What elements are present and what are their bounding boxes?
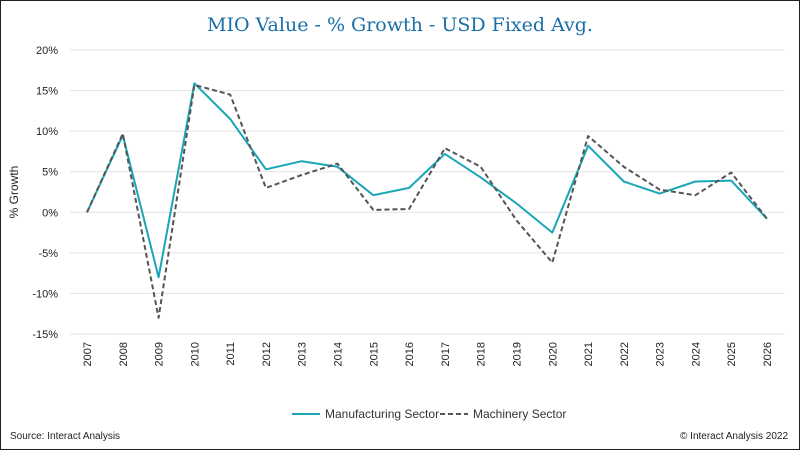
x-tick-label: 2010 [189, 342, 201, 366]
x-tick-label: 2016 [404, 342, 416, 366]
x-tick-label: 2020 [547, 342, 559, 366]
x-tick-label: 2025 [726, 342, 738, 366]
series-line-manufacturing [86, 82, 768, 279]
x-tick-label: 2026 [762, 342, 774, 366]
y-tick-label: -5% [38, 248, 58, 260]
chart-title: MIO Value - % Growth - USD Fixed Avg. [207, 14, 593, 36]
copyright-note: © Interact Analysis 2022 [680, 431, 788, 442]
y-axis-ticks: 20% 15% 10% 5% 0% -5% -10% -15% [32, 45, 58, 341]
x-tick-label: 2022 [619, 342, 631, 366]
x-tick-label: 2017 [440, 342, 452, 366]
series-line-machinery [86, 83, 768, 319]
y-tick-label: 5% [42, 167, 58, 179]
y-tick-label: -15% [32, 329, 58, 341]
legend-entry: Manufacturing Sector [325, 407, 439, 421]
x-tick-label: 2011 [225, 342, 237, 366]
y-tick-label: 15% [36, 86, 58, 98]
legend: Manufacturing Sector Machinery Sector [292, 407, 566, 421]
source-note: Source: Interact Analysis [10, 431, 121, 442]
x-tick-label: 2023 [655, 342, 667, 366]
series-lines [86, 82, 768, 319]
y-tick-label: 10% [36, 126, 58, 138]
x-tick-label: 2009 [154, 342, 166, 366]
y-tick-label: 20% [36, 45, 58, 57]
legend-entry: Machinery Sector [473, 407, 566, 421]
y-axis-label: % Growth [7, 166, 21, 219]
x-tick-label: 2013 [297, 342, 309, 366]
x-tick-label: 2024 [690, 342, 702, 366]
y-tick-label: -10% [32, 288, 58, 300]
x-tick-label: 2015 [368, 342, 380, 366]
x-tick-label: 2014 [333, 342, 345, 366]
grid-lines [70, 49, 785, 335]
x-tick-label: 2019 [511, 342, 523, 366]
x-tick-label: 2008 [118, 342, 130, 366]
x-tick-label: 2007 [82, 342, 94, 366]
x-axis-ticks: 2007 2008 2009 2010 2011 2012 2013 2014 2015 2016… [82, 342, 774, 366]
y-tick-label: 0% [42, 207, 58, 219]
x-tick-label: 2018 [476, 342, 488, 366]
x-tick-label: 2012 [261, 342, 273, 366]
x-tick-label: 2021 [583, 342, 595, 366]
